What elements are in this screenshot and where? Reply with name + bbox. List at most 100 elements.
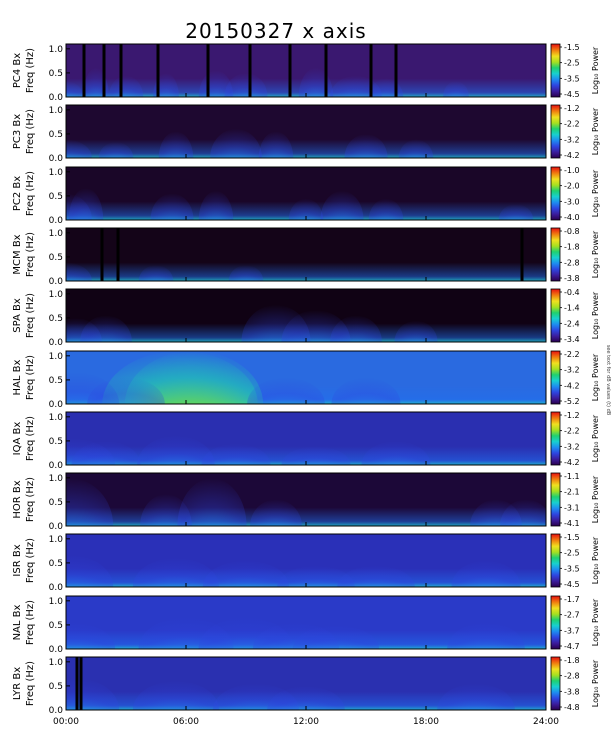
- y-tick-label: 0.0: [49, 400, 64, 410]
- colorbar: [550, 350, 561, 405]
- panel-2: 0.0 0.5 1.0 PC3 Bx Freq (Hz) -1.2 -2.2 -3.2 -4.2…: [12, 104, 600, 164]
- spectral-burst: [277, 565, 355, 587]
- data-gap: [394, 44, 398, 97]
- spectral-burst: [292, 625, 380, 649]
- data-gap: [369, 44, 373, 97]
- spectral-burst: [330, 75, 382, 97]
- spectral-burst: [132, 680, 220, 710]
- colorbar-tick-label: -1.5: [564, 43, 580, 52]
- data-gap: [520, 228, 524, 281]
- data-gap: [206, 44, 210, 97]
- spectral-burst: [331, 377, 401, 404]
- station-label: MCM Bx: [12, 234, 23, 274]
- y-tick-label: 0.5: [49, 376, 63, 386]
- colorbar: [550, 595, 561, 650]
- spectral-burst: [361, 441, 431, 465]
- panel-10: 0.0 0.5 1.0 NAL Bx Freq (Hz) -1.7 -2.7 -3.7 -4.7…: [12, 595, 600, 655]
- y-axis-label: Freq (Hz): [25, 477, 36, 522]
- colorbar-tick-label: -4.7: [564, 642, 580, 651]
- y-tick-label: 0.0: [49, 93, 64, 103]
- data-gap: [116, 228, 120, 281]
- y-tick-label: 0.5: [49, 69, 63, 79]
- spectral-burst: [498, 204, 534, 220]
- colorbar-tick-label: -1.4: [564, 304, 580, 313]
- spectral-burst: [437, 683, 515, 710]
- colorbar-tick-label: -3.8: [564, 274, 580, 283]
- colorbar-tick-label: -3.5: [564, 564, 580, 573]
- spectral-burst: [250, 499, 302, 526]
- colorbar-tick-label: -4.1: [564, 519, 580, 528]
- y-tick-label: 1.0: [49, 535, 64, 545]
- y-axis-label: Freq (Hz): [25, 538, 36, 583]
- y-tick-label: 0.0: [49, 461, 64, 471]
- station-label: PC4 Bx: [12, 53, 23, 88]
- spectral-burst: [202, 560, 290, 587]
- colorbar-label: Log₁₀ Power: [591, 107, 600, 155]
- station-label: SPA Bx: [12, 298, 23, 333]
- spectral-burst: [394, 320, 438, 342]
- spectral-burst: [87, 377, 165, 404]
- colorbar: [550, 533, 561, 588]
- spectral-burst: [138, 265, 174, 281]
- y-axis-label: Freq (Hz): [25, 355, 36, 400]
- station-label: HAL Bx: [12, 359, 23, 395]
- y-tick-label: 0.5: [49, 314, 63, 324]
- station-label: IQA Bx: [12, 422, 23, 456]
- figure-title: 20150327 x axis: [185, 19, 366, 43]
- colorbar-label: Log₁₀ Power: [591, 291, 600, 339]
- colorbar-label: Log₁₀ Power: [591, 475, 600, 523]
- spectral-burst: [137, 435, 215, 465]
- colorbar-tick-label: -1.1: [564, 472, 580, 481]
- spectral-burst: [337, 565, 415, 587]
- panel-5: 0.0 0.5 1.0 SPA Bx Freq (Hz) -0.4 -1.4 -2.4 -3.4…: [12, 288, 600, 348]
- colorbar-tick-label: -3.2: [564, 135, 580, 144]
- x-tick-label: 06:00: [173, 717, 199, 727]
- panel-1: 0.0 0.5 1.0 PC4 Bx Freq (Hz) -1.5 -2.5 -3.5 -4.5…: [12, 43, 600, 103]
- spectral-burst: [71, 441, 141, 465]
- spectral-burst: [210, 128, 262, 158]
- colorbar-tick-label: -1.0: [564, 166, 580, 175]
- y-axis-label: Freq (Hz): [25, 416, 36, 461]
- spectral-burst: [224, 73, 268, 97]
- colorbar-label: Log₁₀ Power: [591, 598, 600, 646]
- y-tick-label: 1.0: [49, 474, 64, 484]
- colorbar-tick-label: -4.0: [564, 213, 580, 222]
- y-tick-label: 0.5: [49, 253, 63, 263]
- low-frequency-band: [66, 262, 546, 281]
- y-tick-label: 1.0: [49, 290, 64, 300]
- x-tick-label: 24:00: [533, 717, 559, 727]
- y-tick-label: 0.0: [49, 216, 64, 226]
- colorbar: [550, 227, 561, 282]
- colorbar-tick-label: -2.2: [564, 120, 580, 129]
- colorbar-tick-label: -4.2: [564, 381, 580, 390]
- colorbar-label: Log₁₀ Power: [591, 414, 600, 462]
- x-tick-label: 12:00: [293, 717, 319, 727]
- spectral-burst: [258, 131, 294, 158]
- colorbar-tick-label: -1.5: [564, 533, 580, 542]
- colorbar-tick-label: -2.8: [564, 672, 580, 681]
- data-gap: [324, 44, 328, 97]
- y-tick-label: 1.0: [49, 168, 64, 178]
- colorbar-tick-label: -1.2: [564, 411, 580, 420]
- colorbar-tick-label: -2.5: [564, 59, 580, 68]
- colorbar-tick-label: -3.2: [564, 442, 580, 451]
- y-tick-label: 1.0: [49, 229, 64, 239]
- colorbar: [550, 288, 561, 343]
- spectral-burst: [281, 446, 351, 465]
- y-tick-label: 0.0: [49, 277, 64, 287]
- colorbar-label: Log₁₀ Power: [591, 353, 600, 401]
- panel-9: 0.0 0.5 1.0 ISR Bx Freq (Hz) -1.5 -2.5 -3.5 -4.5…: [12, 533, 600, 593]
- spectral-burst: [500, 499, 546, 526]
- y-tick-label: 0.5: [49, 682, 63, 692]
- spectral-burst: [80, 315, 132, 342]
- y-tick-label: 0.5: [49, 559, 63, 569]
- panel-4: 0.0 0.5 1.0 MCM Bx Freq (Hz) -0.8 -1.8 -2.8 -3.8…: [12, 227, 600, 287]
- colorbar-tick-label: -2.2: [564, 427, 580, 436]
- colorbar-tick-label: -2.2: [564, 350, 580, 359]
- station-label: LYR Bx: [12, 667, 23, 700]
- y-tick-label: 0.5: [49, 130, 63, 140]
- y-tick-label: 1.0: [49, 597, 64, 607]
- y-axis-label: Freq (Hz): [25, 293, 36, 338]
- data-gap: [79, 657, 83, 710]
